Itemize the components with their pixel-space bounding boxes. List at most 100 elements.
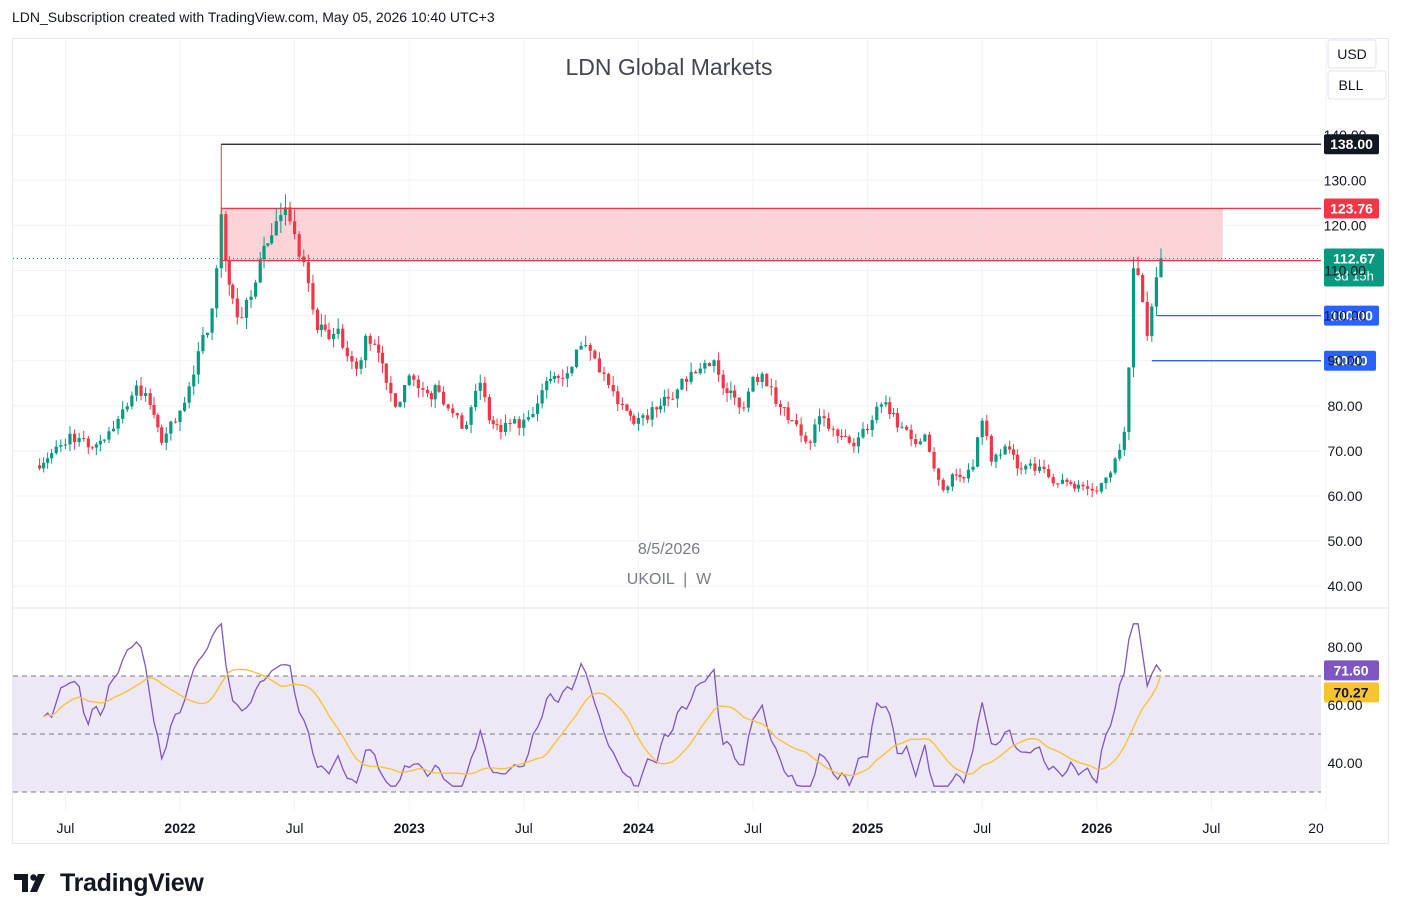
candle-body — [909, 429, 913, 440]
price-tick-label: 80.00 — [1327, 398, 1362, 414]
candle-body — [327, 329, 331, 340]
last-price-badge — [1324, 248, 1384, 287]
candle-body — [38, 465, 42, 469]
watermark-date: 8/5/2026 — [638, 541, 700, 558]
rsi-ma-line — [43, 668, 1162, 777]
candle-body — [1108, 472, 1113, 478]
candle-body — [173, 421, 178, 423]
candle-body — [769, 386, 773, 388]
candle-body — [650, 407, 654, 420]
candle-body — [707, 362, 712, 367]
candle-body — [274, 221, 278, 236]
candle-body — [895, 412, 899, 428]
candle-body — [469, 407, 473, 425]
candle-body — [602, 372, 606, 374]
candle-body — [1136, 268, 1140, 276]
currency-badge-usd[interactable]: USD — [1327, 39, 1377, 69]
time-tick-label: Jul — [286, 820, 304, 836]
candle-body — [729, 390, 733, 394]
candle-body — [694, 371, 698, 374]
candle-body — [297, 234, 301, 257]
candle-body — [111, 428, 116, 432]
candle-body — [455, 413, 459, 416]
candle-body — [950, 474, 955, 487]
candle-body — [689, 371, 693, 382]
candle-body — [474, 390, 478, 408]
candle-body — [655, 407, 659, 410]
candle-body — [548, 378, 553, 381]
candle-body — [63, 444, 67, 446]
candle-body — [306, 262, 310, 284]
candle-body — [954, 474, 958, 476]
candle-body — [962, 477, 966, 479]
price-tick-label: 70.00 — [1327, 443, 1362, 459]
candle-body — [628, 410, 632, 416]
candle-body — [94, 444, 98, 448]
candle-body — [258, 259, 262, 283]
candle-body — [680, 378, 684, 390]
candle-body — [364, 335, 368, 361]
candle-body — [813, 424, 817, 443]
candle-body — [746, 391, 751, 408]
candle-body — [182, 402, 187, 411]
candle-body — [1095, 490, 1099, 492]
candle-body — [891, 412, 896, 415]
candle-body — [574, 349, 579, 368]
candle-body — [671, 398, 675, 400]
candle-body — [54, 446, 58, 454]
candle-body — [561, 377, 565, 379]
candle-body — [786, 407, 790, 421]
candle-body — [205, 332, 210, 336]
candle-body — [958, 474, 962, 478]
candle-body — [904, 426, 909, 430]
candle-body — [535, 403, 540, 415]
candle-body — [861, 428, 865, 438]
bar-countdown-label: 3d 15h — [1334, 268, 1374, 283]
candle-body — [86, 438, 90, 448]
candle-body — [822, 416, 826, 419]
candle-body — [927, 434, 932, 452]
candle-body — [341, 328, 345, 348]
candle-body — [464, 424, 469, 429]
candle-body — [994, 454, 998, 462]
candle-body — [790, 420, 794, 422]
chart-title: LDN Global Markets — [565, 54, 772, 80]
candle-body — [1145, 302, 1149, 336]
candle-body — [201, 335, 205, 352]
candle-body — [971, 466, 975, 470]
candle-body — [545, 380, 549, 391]
candle-body — [1081, 484, 1085, 487]
candle-body — [433, 385, 437, 400]
candle-body — [597, 358, 602, 373]
candle-body — [831, 428, 835, 430]
candle-body — [407, 375, 411, 386]
chart-attribution: LDN_Subscription created with TradingVie… — [12, 9, 495, 25]
candle-body — [1042, 466, 1046, 469]
rsi-value-label: 71.60 — [1333, 662, 1368, 678]
candle-body — [227, 260, 231, 285]
chart-frame[interactable] — [12, 38, 1389, 844]
candle-body — [1076, 484, 1081, 489]
unit-badge-bll[interactable]: BLL — [1327, 70, 1387, 100]
candle-body — [870, 420, 874, 431]
candle-body — [1159, 258, 1163, 278]
candle-body — [1019, 468, 1023, 470]
candle-body — [774, 387, 778, 404]
level-price-label: 90.00 — [1332, 353, 1367, 369]
price-tick-label: 40.00 — [1327, 578, 1362, 594]
candle-body — [262, 245, 266, 260]
candle-body — [315, 309, 320, 331]
time-tick-label: 2023 — [394, 820, 425, 836]
candle-body — [856, 437, 861, 447]
candle-body — [808, 441, 812, 443]
candle-body — [495, 424, 499, 426]
candle-body — [742, 407, 746, 409]
rsi-tick-label: 40.00 — [1327, 755, 1362, 771]
time-tick-label: 2025 — [852, 820, 883, 836]
candle-body — [684, 378, 689, 382]
candle-body — [914, 439, 918, 445]
candle-body — [985, 420, 989, 437]
tradingview-brand[interactable]: TradingView — [14, 866, 204, 900]
candle-body — [620, 403, 624, 405]
